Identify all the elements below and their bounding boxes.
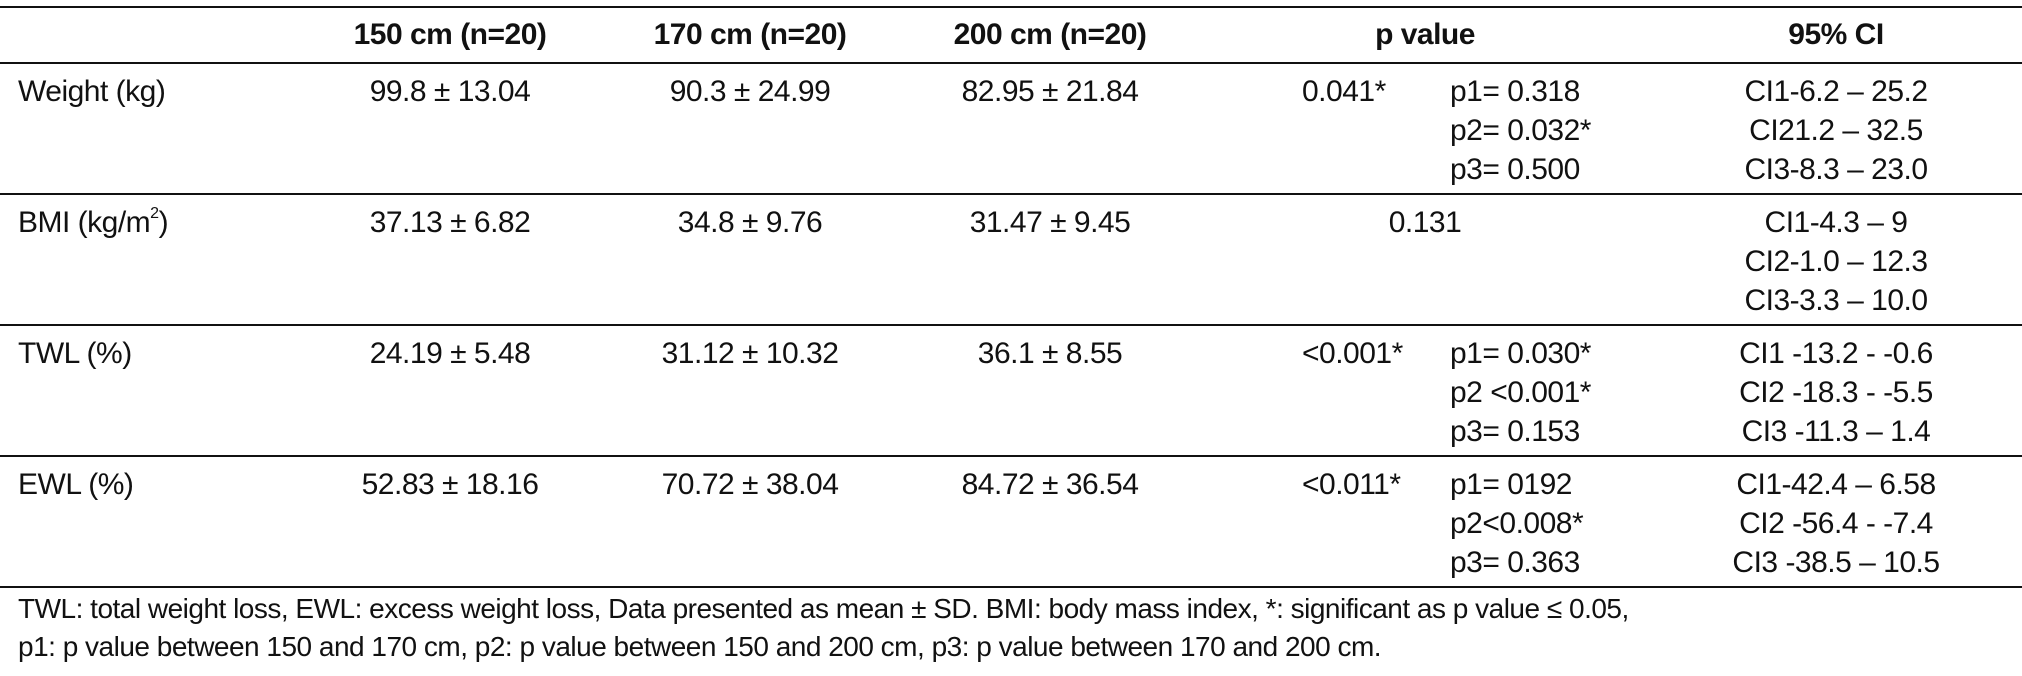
header-95-ci: 95% CI [1788,18,1884,51]
table-footnote: TWL: total weight loss, EWL: excess weig… [18,590,1629,666]
cell-200cm: 31.47 ± 9.45 [969,206,1131,239]
footnote-line-2: p1: p value between 150 and 170 cm, p2: … [18,631,1382,662]
cell-ci: CI1-42.4 – 6.58 CI2 -56.4 - -7.4 CI3 -38… [1650,456,2022,587]
row-label-main: BMI (kg/m [18,206,151,239]
cell-170cm: 70.72 ± 38.04 [661,468,839,501]
ci-2: CI2 -18.3 - -5.5 [1739,376,1933,409]
p-pairwise-3: p3= 0.153 [1450,415,1580,448]
row-label: TWL (%) [18,337,132,370]
cell-150cm: 37.13 ± 6.82 [369,206,531,239]
row-label: BMI (kg/m2) [0,194,300,325]
table-row-twl: TWL (%) 24.19 ± 5.48 31.12 ± 10.32 36.1 … [0,325,2022,456]
ci-2: CI21.2 – 32.5 [1749,114,1923,147]
cell-150cm: 52.83 ± 18.16 [361,468,539,501]
ci-3: CI3 -11.3 – 1.4 [1741,415,1931,448]
cell-200cm: 82.95 ± 21.84 [961,75,1139,108]
cell-200cm: 84.72 ± 36.54 [961,468,1139,501]
row-label: Weight (kg) [18,75,166,108]
header-150cm: 150 cm (n=20) [353,18,547,51]
cell-170cm: 31.12 ± 10.32 [661,337,839,370]
ci-1: CI1-4.3 – 9 [1764,206,1908,239]
cell-150cm: 24.19 ± 5.48 [369,337,531,370]
table-row-weight: Weight (kg) 99.8 ± 13.04 90.3 ± 24.99 82… [0,63,2022,194]
cell-200cm: 36.1 ± 8.55 [977,337,1123,370]
cell-ci: CI1-6.2 – 25.2 CI21.2 – 32.5 CI3-8.3 – 2… [1650,63,2022,194]
header-200cm: 200 cm (n=20) [953,18,1147,51]
ci-3: CI3-3.3 – 10.0 [1744,284,1928,317]
cell-p-value: 0.131 [1388,206,1462,239]
row-label-end: ) [158,206,169,239]
cell-p-value: <0.001* [1302,337,1403,370]
ci-3: CI3-8.3 – 23.0 [1744,153,1928,186]
header-label [0,7,300,63]
header-170cm: 170 cm (n=20) [653,18,847,51]
table-row-bmi: BMI (kg/m2) 37.13 ± 6.82 34.8 ± 9.76 31.… [0,194,2022,325]
cell-170cm: 34.8 ± 9.76 [677,206,823,239]
header-p-value: p value [1375,18,1475,51]
cell-p-pairwise: p1= 0.030* p2 <0.001* p3= 0.153 [1450,325,1650,456]
ci-3: CI3 -38.5 – 10.5 [1732,546,1940,579]
p-pairwise-1: p1= 0.030* [1450,337,1591,370]
p-pairwise-2: p2 <0.001* [1450,376,1591,409]
ci-1: CI1-6.2 – 25.2 [1744,75,1928,108]
p-pairwise-2: p2<0.008* [1450,507,1584,540]
cell-ci: CI1-4.3 – 9 CI2-1.0 – 12.3 CI3-3.3 – 10.… [1650,194,2022,325]
p-pairwise-2: p2= 0.032* [1450,114,1591,147]
p-pairwise-3: p3= 0.500 [1450,153,1580,186]
table-header-row: 150 cm (n=20) 170 cm (n=20) 200 cm (n=20… [0,7,2022,63]
p-pairwise-1: p1= 0.318 [1450,75,1580,108]
cell-p-pairwise: p1= 0192 p2<0.008* p3= 0.363 [1450,456,1650,587]
cell-p-value: <0.011* [1302,468,1401,501]
cell-ci: CI1 -13.2 - -0.6 CI2 -18.3 - -5.5 CI3 -1… [1650,325,2022,456]
results-table: 150 cm (n=20) 170 cm (n=20) 200 cm (n=20… [0,6,2022,588]
row-label: EWL (%) [18,468,134,501]
footnote-line-1: TWL: total weight loss, EWL: excess weig… [18,593,1629,624]
cell-p-value: 0.041* [1302,75,1386,108]
p-pairwise-3: p3= 0.363 [1450,546,1580,579]
table-row-ewl: EWL (%) 52.83 ± 18.16 70.72 ± 38.04 84.7… [0,456,2022,587]
cell-p-pairwise: p1= 0.318 p2= 0.032* p3= 0.500 [1450,63,1650,194]
ci-2: CI2-1.0 – 12.3 [1744,245,1928,278]
ci-2: CI2 -56.4 - -7.4 [1739,507,1933,540]
ci-1: CI1 -13.2 - -0.6 [1739,337,1933,370]
row-label-superscript: 2 [150,205,159,222]
cell-170cm: 90.3 ± 24.99 [669,75,831,108]
ci-1: CI1-42.4 – 6.58 [1736,468,1936,501]
p-pairwise-1: p1= 0192 [1450,468,1572,501]
cell-150cm: 99.8 ± 13.04 [369,75,531,108]
